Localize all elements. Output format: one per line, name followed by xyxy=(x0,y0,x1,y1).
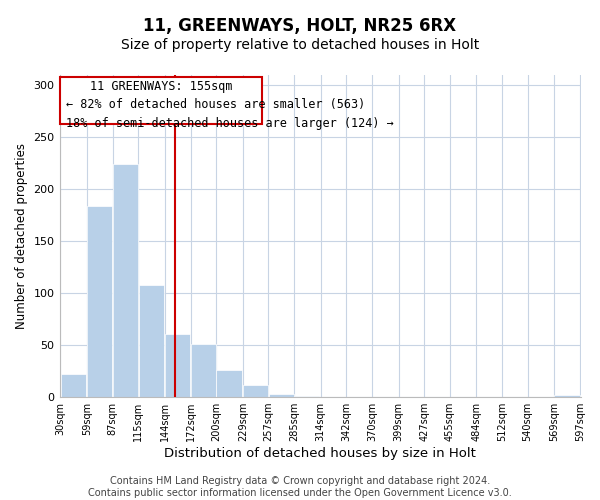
Bar xyxy=(554,395,580,397)
Bar xyxy=(61,374,86,397)
Bar xyxy=(191,344,216,397)
Bar xyxy=(294,396,319,397)
Bar xyxy=(217,370,242,397)
Text: 11 GREENWAYS: 155sqm: 11 GREENWAYS: 155sqm xyxy=(90,80,232,94)
Bar xyxy=(269,394,294,397)
FancyBboxPatch shape xyxy=(61,77,262,124)
Text: 11, GREENWAYS, HOLT, NR25 6RX: 11, GREENWAYS, HOLT, NR25 6RX xyxy=(143,18,457,36)
Bar xyxy=(87,206,112,397)
Bar xyxy=(139,285,164,397)
Text: Contains HM Land Registry data © Crown copyright and database right 2024.
Contai: Contains HM Land Registry data © Crown c… xyxy=(88,476,512,498)
Bar xyxy=(243,384,268,397)
Bar xyxy=(113,164,138,397)
X-axis label: Distribution of detached houses by size in Holt: Distribution of detached houses by size … xyxy=(164,447,476,460)
Text: Size of property relative to detached houses in Holt: Size of property relative to detached ho… xyxy=(121,38,479,52)
Text: 18% of semi-detached houses are larger (124) →: 18% of semi-detached houses are larger (… xyxy=(65,118,394,130)
Bar xyxy=(165,334,190,397)
Y-axis label: Number of detached properties: Number of detached properties xyxy=(15,143,28,329)
Text: ← 82% of detached houses are smaller (563): ← 82% of detached houses are smaller (56… xyxy=(65,98,365,111)
